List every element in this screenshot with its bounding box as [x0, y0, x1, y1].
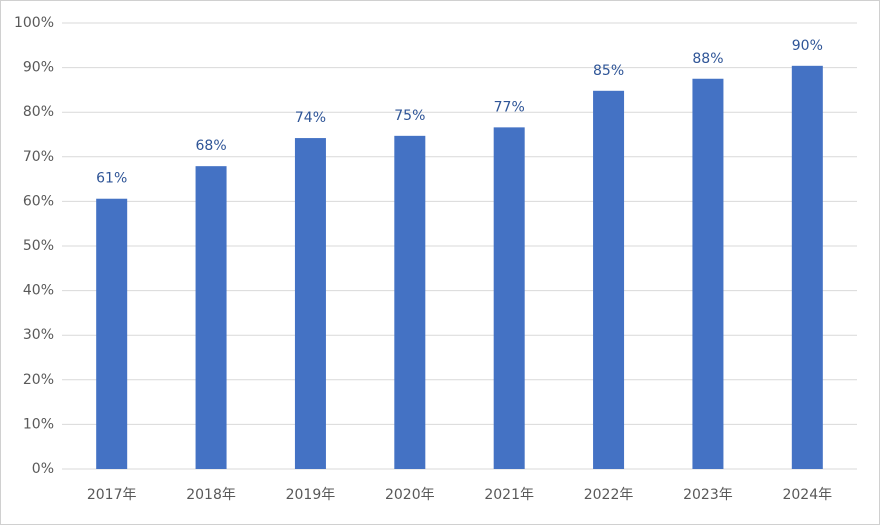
value-label: 68% — [196, 138, 227, 154]
bar — [493, 127, 525, 469]
x-tick-label: 2020年 — [385, 487, 435, 503]
bar — [96, 198, 128, 469]
value-label: 74% — [295, 110, 326, 126]
y-tick-label: 80% — [23, 104, 54, 120]
y-tick-label: 90% — [23, 60, 54, 76]
y-tick-label: 0% — [32, 461, 54, 477]
bar — [394, 135, 426, 469]
value-label: 77% — [494, 99, 525, 115]
bar — [593, 90, 625, 470]
y-tick-label: 40% — [23, 283, 54, 299]
bar — [791, 65, 823, 469]
x-tick-label: 2019年 — [286, 487, 336, 503]
y-tick-label: 60% — [23, 193, 54, 209]
y-tick-label: 70% — [23, 149, 54, 165]
y-tick-label: 10% — [23, 416, 54, 432]
x-tick-label: 2024年 — [782, 487, 832, 503]
value-label: 88% — [692, 51, 723, 67]
y-tick-label: 50% — [23, 238, 54, 254]
x-tick-label: 2017年 — [87, 487, 137, 503]
y-tick-label: 30% — [23, 327, 54, 343]
value-label: 75% — [394, 108, 425, 124]
bar — [692, 78, 724, 469]
x-tick-label: 2018年 — [186, 487, 236, 503]
x-tick-label: 2023年 — [683, 487, 733, 503]
bar — [195, 166, 227, 469]
y-tick-label: 20% — [23, 372, 54, 388]
value-label: 85% — [593, 63, 624, 79]
value-label: 61% — [96, 171, 127, 187]
value-label: 90% — [792, 38, 823, 54]
x-tick-label: 2022年 — [584, 487, 634, 503]
y-tick-label: 100% — [14, 15, 54, 31]
bar — [294, 138, 326, 469]
x-tick-label: 2021年 — [484, 487, 534, 503]
